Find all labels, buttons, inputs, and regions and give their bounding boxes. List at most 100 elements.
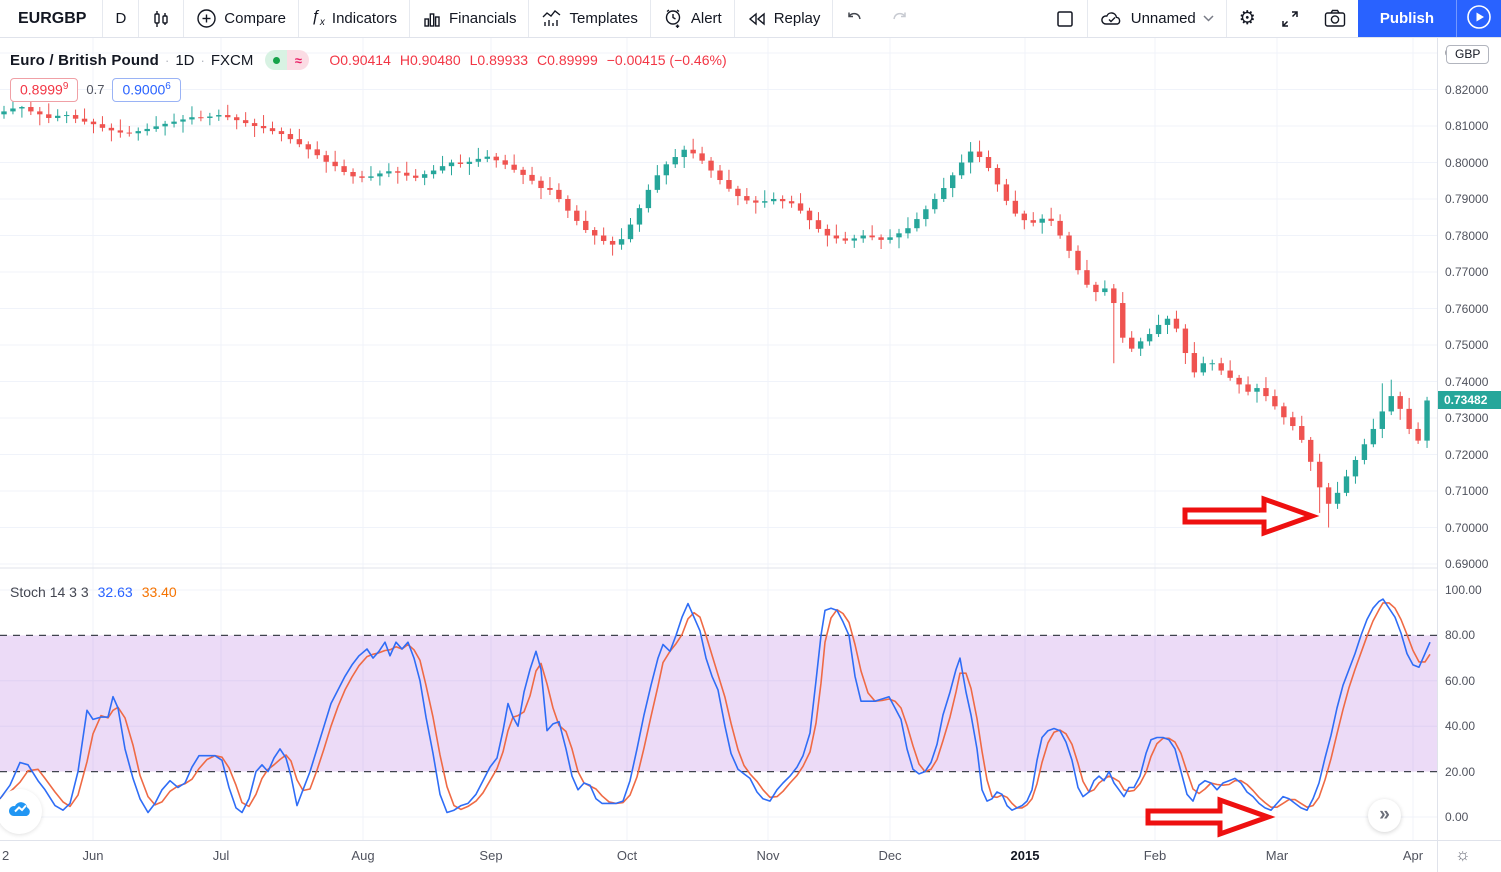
templates-icon [541,9,562,29]
templates-button[interactable]: Templates [529,0,649,37]
change-value: −0.00415 (−0.46%) [606,52,727,68]
symbol-title: Euro / British Pound [10,51,159,69]
price-axis-label: 0.78000 [1445,228,1489,243]
stoch-name: Stoch 14 3 3 [10,584,89,600]
sell-button[interactable]: 0.89999 [10,78,79,102]
replay-label: Replay [773,10,821,27]
cloud-save-button[interactable]: Unnamed [1088,0,1226,37]
tradingview-logo-icon [7,798,33,825]
time-axis-label: Jul [212,848,230,863]
toolbar-separator [832,0,834,37]
buy-button[interactable]: 0.90006 [112,78,181,102]
legend-exchange: FXCM [210,51,254,69]
stoch-axis-label: 40.00 [1445,719,1476,734]
fullscreen-button[interactable] [1268,0,1312,37]
currency-toggle-button[interactable]: GBP [1446,45,1490,64]
replay-button[interactable]: Replay [735,0,833,37]
indicators-label: Indicators [331,10,397,27]
time-axis-label: 2015 [1010,848,1040,863]
data-status-badge[interactable]: ≈ [265,50,310,70]
sell-price-pip: 9 [62,81,69,92]
time-axis-label: Apr [1402,848,1424,863]
interval-button[interactable]: D [103,0,138,37]
last-price-tag: 0.73482 [1438,391,1501,410]
toolbar-separator [183,0,185,37]
indicators-button[interactable]: ƒx Indicators [299,0,409,37]
publish-split-button: Publish [1357,0,1501,37]
price-axis-label: 0.75000 [1445,338,1489,352]
time-axis-label: Nov [756,848,780,863]
cloud-check-icon [1100,9,1124,29]
close-value: 0.89999 [547,52,598,68]
price-axis-panel[interactable]: 0.830000.820000.810000.800000.790000.780… [1437,38,1501,840]
fullscreen-icon [1280,9,1300,29]
buy-price-pip: 6 [165,81,171,92]
symbol-button[interactable]: EURGBP [0,0,102,37]
toolbar-separator [649,0,651,37]
stoch-legend[interactable]: Stoch 14 3 3 32.63 33.40 [10,584,177,600]
tradingview-logo-button[interactable] [0,789,42,834]
price-axis-label: 0.73000 [1445,411,1489,425]
annotation-arrow[interactable] [1145,796,1276,838]
time-axis-label: Aug [351,848,375,863]
toolbar-separator [733,0,735,37]
toolbar-separator [528,0,530,37]
play-icon [1466,4,1492,33]
snapshot-button[interactable] [1312,0,1358,37]
chart-area: Euro / British Pound · 1D · FXCM ≈ O0.90… [0,38,1501,840]
publish-button[interactable]: Publish [1357,0,1456,37]
undo-button[interactable] [833,0,877,37]
interval-label: D [115,10,127,27]
camera-icon [1324,9,1346,28]
toolbar-separator [1225,0,1227,37]
chart-legend[interactable]: Euro / British Pound · 1D · FXCM ≈ O0.90… [10,50,727,70]
fx-indicators-icon: ƒx [311,8,325,29]
chart-style-button[interactable] [139,0,183,37]
price-axis-label: 0.82000 [1445,82,1489,97]
candles-group [1,98,1430,528]
grid-lines [0,38,1437,840]
time-axis-label: Oct [616,848,638,863]
spread-value: 0.7 [86,82,105,98]
approx-icon: ≈ [287,50,310,70]
compare-button[interactable]: Compare [184,0,298,37]
stoch-axis-label: 20.00 [1445,764,1476,779]
stoch-axis-label: 60.00 [1445,673,1476,688]
top-toolbar: EURGBP D Compare ƒx Indicators Financial… [0,0,1501,38]
scroll-right-button[interactable]: » [1368,799,1401,832]
time-axis[interactable]: 2 Jun Jul Aug Sep Oct Nov Dec 2015 Feb Mar Apr ☼ [0,840,1501,872]
open-label: O [329,52,341,68]
toolbar-separator [138,0,140,37]
price-axis-label: 0.77000 [1445,265,1489,279]
price-axis-label: 0.74000 [1445,374,1489,389]
publish-play-button[interactable] [1456,0,1501,37]
price-axis-label: 0.81000 [1445,119,1489,133]
redo-button[interactable] [877,0,921,37]
stoch-band [0,635,1437,772]
settings-button[interactable]: ⚙ [1227,0,1268,37]
chevron-down-icon [1203,15,1214,22]
compare-icon [196,8,217,29]
layout-button[interactable] [1043,0,1087,37]
compare-label: Compare [224,10,286,27]
time-axis-label: Mar [1265,848,1289,863]
annotation-arrow[interactable] [1182,495,1320,537]
toolbar-separator [298,0,299,37]
time-axis-label: Sep [479,848,503,863]
toolbar-separator [1086,0,1088,37]
alert-button[interactable]: Alert [651,0,734,37]
high-label: H [399,52,410,68]
price-axis-label: 0.70000 [1445,520,1489,535]
toolbar-separator [408,0,410,37]
financials-button[interactable]: Financials [410,0,529,37]
price-axis-label: 0.72000 [1445,447,1489,462]
replay-icon [747,10,767,28]
chart-canvas[interactable] [0,38,1437,840]
sell-price: 0.8999 [20,81,63,98]
candlestick-icon [151,9,171,29]
alarm-clock-icon [663,8,684,29]
order-widget: 0.89999 0.7 0.90006 [10,78,181,102]
theme-sun-icon[interactable]: ☼ [1455,845,1471,864]
gear-icon: ⚙ [1238,8,1256,29]
live-dot-icon [265,50,288,70]
